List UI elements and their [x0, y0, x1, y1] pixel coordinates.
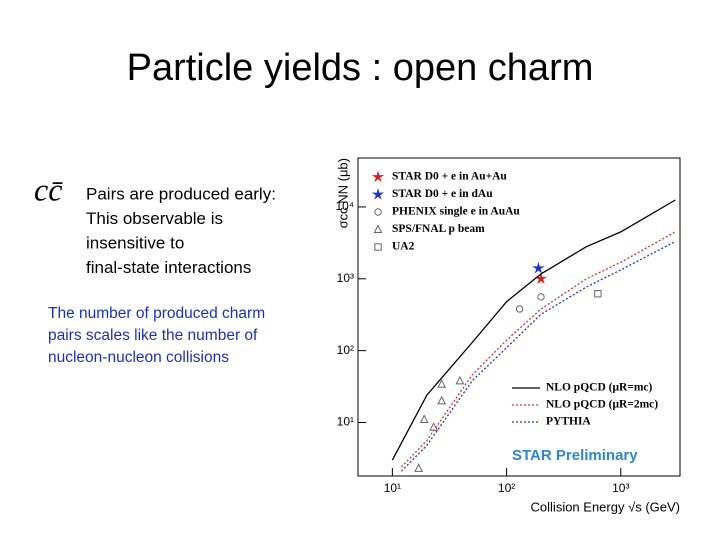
circle-marker: [537, 293, 545, 301]
y-tick-label: 10¹: [337, 415, 354, 429]
circle-marker: [374, 208, 382, 216]
circle-marker: [515, 305, 524, 313]
y-tick-label: 10²: [337, 343, 354, 357]
bullet-line: final-state interactions: [86, 258, 251, 277]
triangle-marker: [419, 414, 429, 424]
curve: [391, 199, 676, 461]
legend-label: STAR D0 + e in dAu: [392, 188, 493, 200]
annotation: STAR Preliminary: [512, 447, 638, 464]
x-tick-label: 10²: [498, 481, 515, 495]
legend-label: PHENIX single e in AuAu: [392, 206, 520, 218]
y-axis-label: σcc NN (μb): [335, 158, 350, 228]
triangle-marker: [437, 379, 447, 388]
x-tick-label: 10¹: [384, 481, 401, 495]
note-text: The number of produced charm pairs scales…: [48, 305, 265, 366]
star-marker: [371, 188, 385, 200]
bullet-text: Pairs are produced early: This observable…: [86, 184, 276, 277]
bullet-line: This observable is: [86, 209, 223, 228]
curve: [400, 231, 676, 468]
note-line: nucleon-nucleon collisions: [48, 349, 229, 366]
triangle-marker: [455, 375, 465, 385]
slide-title: Particle yields : open charm: [127, 47, 594, 89]
bullet-line: Pairs are produced early:: [86, 184, 276, 203]
triangle-marker: [414, 463, 424, 472]
legend-label: SPS/FNAL p beam: [392, 223, 485, 235]
note-line: pairs scales like the number of: [48, 327, 258, 344]
bullet-line: insensitive to: [86, 233, 184, 252]
star-marker: [534, 272, 548, 285]
y-tick-label: 10³: [337, 271, 354, 285]
legend-label: STAR D0 + e in Au+Au: [392, 171, 507, 183]
x-axis-label: Collision Energy √s (GeV): [531, 499, 680, 514]
symbol: cc̄: [34, 171, 63, 207]
curve: [400, 240, 676, 472]
y-tick-label: 10⁴: [335, 199, 354, 213]
square-marker: [594, 290, 602, 298]
note-line: The number of produced charm: [48, 305, 265, 322]
chart: 10¹ 10² 10³ 10¹ 10² 10³ 10⁴ Collision Energy √s…: [335, 157, 681, 514]
legend-label: NLO pQCD (μR=2mc): [546, 399, 658, 411]
triangle-marker: [373, 224, 383, 233]
square-marker: [374, 243, 382, 251]
star-marker: [371, 170, 385, 183]
star-marker: [532, 261, 545, 274]
legend-label: UA2: [392, 241, 415, 253]
triangle-marker: [437, 395, 447, 405]
x-tick-label: 10³: [612, 481, 629, 495]
legend-label: NLO pQCD (μR=mc): [546, 382, 653, 394]
legend-label: PYTHIA: [546, 416, 591, 428]
